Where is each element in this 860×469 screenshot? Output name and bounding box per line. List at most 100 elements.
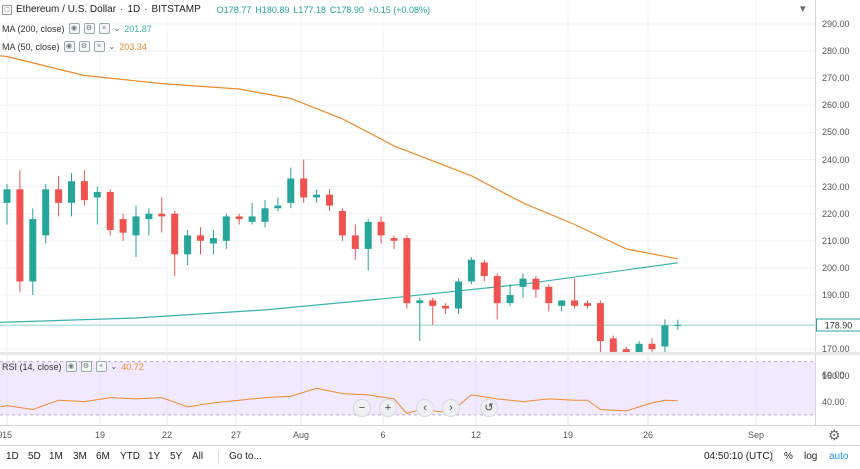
time-tick-label: 15 [1,430,13,440]
ma200-legend[interactable]: MA (200, close) ◉ ⚙ × ⌄ 201.87 [2,23,152,34]
candle-body [248,216,256,222]
time-tick-label: 9 [0,430,3,440]
candle-body [287,178,295,203]
range-button-3m[interactable]: 3M [73,451,87,462]
candle-body [274,205,282,209]
eye-icon[interactable]: ◉ [65,361,77,372]
interval-label: 1D [127,4,141,15]
zoom-out-button[interactable]: − [353,399,371,417]
chevron-down-icon[interactable]: ⌄ [113,24,121,33]
price-tick-label: 290.00 [822,19,850,29]
candle-body [171,213,179,255]
time-tick-label: 6 [380,430,386,440]
rsi-legend[interactable]: RSI (14, close) ◉ ⚙ × ⌄ 40.72 [2,361,144,372]
ohlc-change: +0.15 (+0.08%) [367,4,430,15]
candle-body [29,219,37,282]
candle-body [93,192,101,198]
ma50-legend[interactable]: MA (50, close) ◉ ⚙ × ⌄ 203.34 [2,41,147,52]
settings-gear-icon[interactable]: ⚙ [828,427,841,443]
chevron-down-icon[interactable]: ⌄ [108,42,116,51]
range-button-1m[interactable]: 1M [49,451,63,462]
candle-body [506,295,514,304]
time-tick-label: Sep [747,430,765,440]
range-button-1y[interactable]: 1Y [148,451,161,462]
symbol-legend: ▢ Ethereum / U.S. Dollar · 1D · BITSTAMP… [2,4,430,15]
candle-body [571,300,579,306]
candle-body [106,192,114,230]
price-chart[interactable] [0,0,815,352]
settings-icon[interactable]: ⚙ [78,41,90,52]
range-button-6m[interactable]: 6M [96,451,110,462]
auto-toggle[interactable]: auto [829,451,849,462]
rsi-tick-label: 40.00 [822,396,845,407]
eye-icon[interactable]: ◉ [63,41,75,52]
time-tick-label: 12 [470,430,482,440]
close-icon[interactable]: × [95,361,107,372]
divider [772,450,773,464]
range-button-5y[interactable]: 5Y [170,451,183,462]
candle-body [235,216,243,220]
range-button-ytd[interactable]: YTD [120,451,140,462]
exchange-label: BITSTAMP [151,4,201,15]
bottom-toolbar: 1D 5D 1M 3M 6M YTD 1Y 5Y All Go to... 04:50:10 (… [0,445,860,469]
scroll-left-button[interactable]: ‹ [416,399,434,417]
time-tick-label: 19 [94,430,106,440]
log-toggle[interactable]: log [804,451,818,462]
time-axis[interactable]: 15 19 22 27 Aug 6 12 19 26 Sep 9 ⚙ [0,425,860,446]
candle-body [429,300,437,306]
candle-body [558,300,566,306]
close-icon[interactable]: × [93,41,105,52]
close-icon[interactable]: × [98,23,110,34]
candle-body [403,238,411,304]
price-chart-pane[interactable] [0,0,815,352]
price-tick-label: 230.00 [822,181,850,192]
candle-body [480,262,488,277]
price-tick-label: 280.00 [822,46,850,57]
rsi-axis[interactable]: 60.00 40.00 [815,355,860,425]
range-button-all[interactable]: All [192,451,204,462]
chevron-down-icon[interactable]: ⌄ [110,362,118,371]
candle-body [351,235,359,249]
settings-icon[interactable]: ⚙ [83,23,95,34]
ma50-label: MA (50, close) [2,41,60,52]
eye-icon[interactable]: ◉ [68,23,80,34]
candle-body [313,194,321,198]
range-button-1d[interactable]: 1D [6,451,19,462]
candle-body [326,194,333,206]
time-tick-label: 22 [161,430,173,440]
clock-display[interactable]: 04:50:10 (UTC) [704,451,773,462]
candle-body [584,303,591,306]
symbol-menu-icon[interactable]: ▢ [2,4,12,15]
ma200-value: 201.87 [124,23,152,34]
zoom-in-button[interactable]: + [379,399,397,417]
candle-body [416,300,424,304]
candle-body [609,338,617,352]
candle-body [119,219,127,233]
symbol-name[interactable]: Ethereum / U.S. Dollar [16,4,117,15]
candle-body [184,235,192,255]
last-price-label: 178.90 [816,318,860,332]
percent-toggle[interactable]: % [784,451,793,462]
price-tick-label: 210.00 [822,235,850,246]
pane-separator[interactable] [0,352,860,355]
reset-chart-button[interactable]: ↺ [480,399,498,417]
settings-icon[interactable]: ⚙ [80,361,92,372]
range-button-5d[interactable]: 5D [28,451,41,462]
rsi-chart[interactable] [0,355,815,425]
rsi-pane[interactable] [0,355,815,425]
candle-body [55,189,63,203]
time-tick-label: 26 [642,430,654,440]
collapse-icon[interactable]: ▾ [800,3,806,15]
goto-button[interactable]: Go to... [229,451,262,462]
candle-body [364,221,372,249]
candle-body [635,343,643,352]
ma200-label: MA (200, close) [2,23,65,34]
candle-body [648,343,656,350]
price-tick-label: 220.00 [822,208,850,219]
scroll-right-button[interactable]: › [442,399,460,417]
rsi-tick-label: 60.00 [822,369,845,380]
candle-body [519,278,527,287]
price-tick-label: 160.00 [822,371,850,382]
price-axis[interactable]: 290.00 280.00 270.00 260.00 250.00 240.00 230.… [815,0,860,381]
ohlc-low: L177.18 [293,4,326,15]
